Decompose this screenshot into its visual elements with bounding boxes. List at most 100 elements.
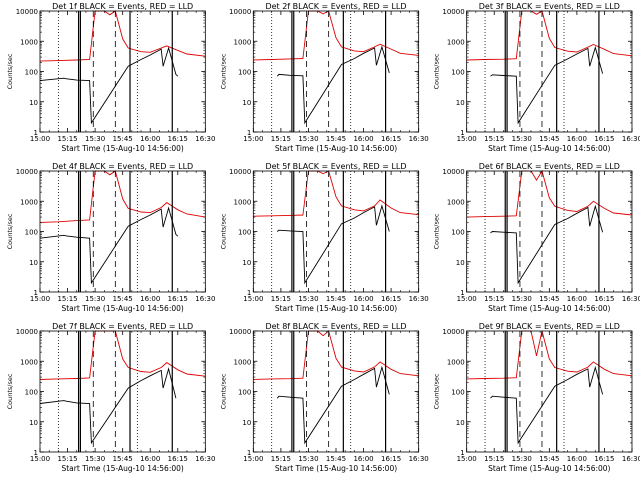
y-axis-label: Counts/sec (6, 213, 14, 249)
y-tick-label: 1000 (234, 198, 252, 206)
panel-title: Det 6f BLACK = Events, RED = LLD (479, 162, 620, 171)
y-tick-label: 100 (25, 69, 38, 77)
x-tick-label: 15:45 (326, 295, 346, 303)
y-axis-label: Counts/sec (433, 213, 441, 249)
y-tick-label: 1000 (20, 38, 38, 46)
panel-title: Det 8f BLACK = Events, RED = LLD (265, 322, 406, 331)
panel-3: Det 3f BLACK = Events, RED = LLD 1 10 100 10… (433, 2, 640, 153)
panel-title: Det 1f BLACK = Events, RED = LLD (52, 2, 193, 11)
lld-series-line (466, 10, 633, 61)
x-tick-label: 16:30 (409, 135, 429, 143)
y-axis-label: Counts/sec (433, 53, 441, 89)
x-tick-label: 15:30 (512, 455, 532, 463)
y-tick-label: 10 (29, 419, 38, 427)
x-tick-label: 15:15 (484, 295, 504, 303)
y-axis-label: Counts/sec (219, 213, 227, 249)
y-tick-label: 10000 (16, 168, 38, 176)
x-tick-label: 15:45 (113, 455, 133, 463)
x-tick-label: 16:30 (409, 295, 429, 303)
x-axis-label: Start Time (15-Aug-10 14:56:00) (488, 144, 610, 153)
x-tick-label: 15:30 (298, 135, 318, 143)
events-series-line (39, 367, 177, 445)
x-tick-label: 15:45 (326, 135, 346, 143)
x-tick-label: 15:45 (113, 135, 133, 143)
events-series-line (39, 206, 179, 285)
y-tick-label: 1 (460, 449, 464, 457)
x-tick-label: 15:15 (57, 295, 77, 303)
y-tick-label: 1 (247, 449, 251, 457)
y-tick-label: 10000 (16, 8, 38, 16)
y-tick-label: 100 (238, 229, 251, 237)
x-tick-label: 15:15 (57, 135, 77, 143)
y-tick-label: 100 (451, 69, 464, 77)
x-tick-label: 16:15 (594, 135, 614, 143)
y-tick-label: 10 (456, 419, 465, 427)
x-tick-label: 15:45 (326, 455, 346, 463)
y-tick-label: 10 (456, 259, 465, 267)
x-tick-label: 15:30 (85, 295, 105, 303)
lld-series-line (39, 330, 206, 380)
x-tick-label: 15:15 (57, 455, 77, 463)
x-tick-label: 16:00 (353, 135, 373, 143)
x-tick-label: 16:30 (622, 135, 640, 143)
panel-1: Det 1f BLACK = Events, RED = LLD 1 10 100 10… (6, 2, 215, 153)
x-tick-label: 16:30 (195, 135, 215, 143)
lld-series-line (253, 330, 419, 380)
events-series-line (490, 204, 604, 285)
panel-5: Det 5f BLACK = Events, RED = LLD 1 10 100 10… (219, 162, 428, 313)
x-tick-label: 16:15 (594, 295, 614, 303)
x-tick-label: 15:15 (484, 135, 504, 143)
x-tick-label: 15:15 (484, 455, 504, 463)
plot-frame (39, 10, 206, 133)
y-tick-label: 10 (29, 99, 38, 107)
plot-frame (466, 10, 633, 133)
y-tick-label: 10000 (229, 328, 251, 336)
y-tick-label: 10 (242, 259, 251, 267)
x-axis-label: Start Time (15-Aug-10 14:56:00) (488, 304, 610, 313)
events-series-line (276, 45, 390, 125)
y-tick-label: 10 (29, 259, 38, 267)
x-tick-label: 15:00 (30, 455, 50, 463)
events-series-line (276, 204, 390, 285)
y-tick-label: 1000 (234, 358, 252, 366)
lld-series-line (253, 170, 419, 217)
plot-frame (466, 330, 633, 453)
y-tick-label: 10000 (229, 8, 251, 16)
x-tick-label: 16:30 (195, 295, 215, 303)
x-tick-label: 15:15 (271, 135, 291, 143)
lld-series-line (253, 10, 419, 61)
y-tick-label: 10 (456, 99, 465, 107)
y-tick-label: 100 (238, 69, 251, 77)
y-tick-label: 1 (34, 129, 38, 137)
events-series-line (39, 46, 179, 125)
x-tick-label: 15:30 (85, 455, 105, 463)
panel-title: Det 5f BLACK = Events, RED = LLD (265, 162, 406, 171)
y-tick-label: 10000 (442, 168, 464, 176)
y-axis-label: Counts/sec (6, 53, 14, 89)
x-tick-label: 15:15 (271, 295, 291, 303)
x-axis-label: Start Time (15-Aug-10 14:56:00) (61, 304, 183, 313)
panel-title: Det 7f BLACK = Events, RED = LLD (52, 322, 193, 331)
x-tick-label: 15:00 (243, 455, 263, 463)
y-axis-label: Counts/sec (219, 53, 227, 89)
x-tick-label: 15:45 (539, 135, 559, 143)
y-tick-label: 1000 (447, 38, 465, 46)
panel-4: Det 4f BLACK = Events, RED = LLD 1 10 100 10… (6, 162, 215, 313)
panel-title: Det 9f BLACK = Events, RED = LLD (479, 322, 620, 331)
x-tick-label: 15:00 (457, 135, 477, 143)
y-tick-label: 1000 (447, 358, 465, 366)
x-axis-label: Start Time (15-Aug-10 14:56:00) (275, 464, 397, 473)
x-axis-label: Start Time (15-Aug-10 14:56:00) (488, 464, 610, 473)
y-tick-label: 100 (451, 389, 464, 397)
x-tick-label: 16:30 (622, 295, 640, 303)
x-tick-label: 16:30 (622, 455, 640, 463)
lld-series-line (39, 170, 206, 223)
events-series-line (490, 45, 604, 125)
y-tick-label: 10000 (229, 168, 251, 176)
x-tick-label: 16:15 (168, 295, 188, 303)
plot-frame (252, 330, 420, 453)
x-tick-label: 16:00 (140, 135, 160, 143)
x-axis-label: Start Time (15-Aug-10 14:56:00) (61, 464, 183, 473)
y-tick-label: 100 (25, 389, 38, 397)
